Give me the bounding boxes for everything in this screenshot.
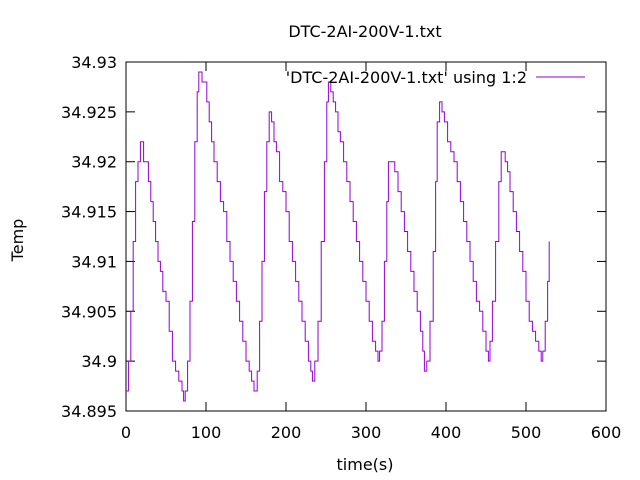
y-tick-label: 34.91 [71,252,117,271]
x-tick-label: 0 [121,423,131,442]
chart-title: DTC-2AI-200V-1.txt [288,22,441,41]
x-tick-label: 200 [271,423,302,442]
y-tick-label: 34.925 [61,103,117,122]
y-tick-label: 34.93 [71,53,117,72]
legend-label: 'DTC-2AI-200V-1.txt' using 1:2 [286,68,527,87]
y-tick-label: 34.905 [61,302,117,321]
plot-frame [125,61,607,412]
x-tick-label: 100 [191,423,222,442]
x-tick-label: 400 [431,423,462,442]
y-tick-label: 34.915 [61,203,117,222]
series-line [126,71,550,402]
y-axis-label: Temp [8,219,27,263]
y-tick-label: 34.92 [71,153,117,172]
x-tick-label: 500 [511,423,542,442]
y-tick-label: 34.895 [61,402,117,421]
x-tick-label: 300 [351,423,382,442]
x-tick-label: 600 [591,423,622,442]
x-axis-label: time(s) [337,455,394,474]
y-tick-label: 34.9 [81,352,117,371]
legend: 'DTC-2AI-200V-1.txt' using 1:2 [286,68,585,87]
